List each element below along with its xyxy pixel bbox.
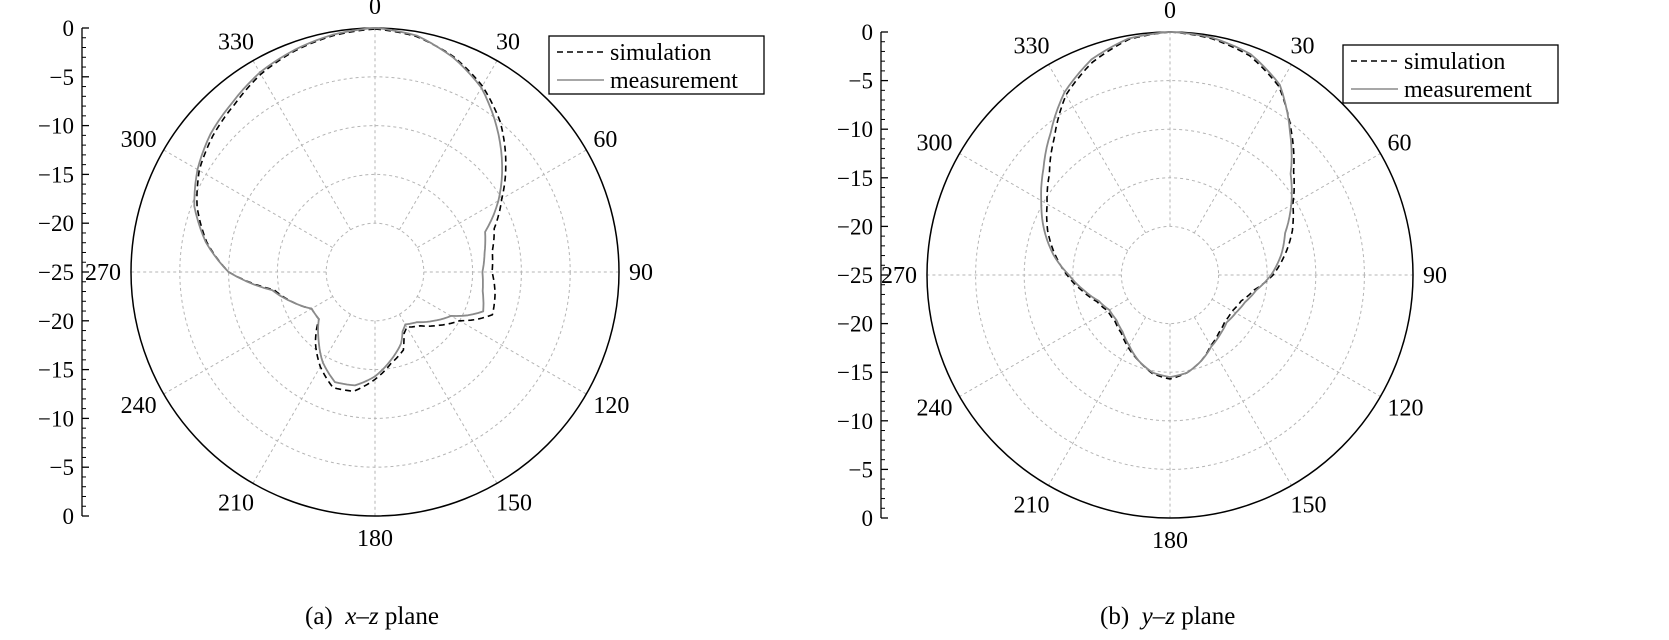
figure-canvas: 03060901201501802102402703003300−5−10−15… <box>38 0 1559 554</box>
series-measurement <box>1040 31 1293 379</box>
grid-spoke <box>398 314 498 484</box>
grid-ring <box>325 222 425 322</box>
radial-scale-label: −20 <box>38 309 74 334</box>
angle-label: 60 <box>593 127 617 153</box>
angle-label: 210 <box>1014 492 1050 518</box>
radial-scale-label: 0 <box>63 16 75 41</box>
radial-scale-label: −20 <box>837 214 873 239</box>
grid-spoke <box>398 60 498 230</box>
radial-scale-label: −15 <box>38 358 74 383</box>
radial-scale-label: −5 <box>50 65 74 90</box>
radial-scale-label: −10 <box>38 114 74 139</box>
grid-spoke <box>252 314 352 484</box>
angle-label: 300 <box>121 127 157 153</box>
angle-label: 0 <box>369 0 381 20</box>
angle-label: 120 <box>593 393 629 419</box>
angle-label: 30 <box>1291 34 1315 60</box>
grid-spoke <box>1048 316 1147 486</box>
grid-ring <box>1120 225 1220 325</box>
series-measurement <box>193 27 504 387</box>
angle-label: 0 <box>1164 0 1176 24</box>
radial-scale-label: 0 <box>862 20 874 45</box>
grid-spoke <box>163 295 333 395</box>
radial-scale-label: −15 <box>837 360 873 385</box>
angle-label: 30 <box>496 30 520 56</box>
caption-xz-plane: (a) x–z plane <box>305 603 439 631</box>
radial-scale-label: −5 <box>849 457 873 482</box>
series-simulation <box>196 28 507 393</box>
radial-scale-label: −25 <box>38 260 74 285</box>
series-simulation <box>1045 31 1295 380</box>
grid-spoke <box>417 295 587 395</box>
angle-label: 270 <box>85 260 121 286</box>
angle-label: 270 <box>881 263 917 289</box>
caption-tag: (b) <box>1100 603 1130 630</box>
polar-plot-yz-plane: 0 30 60 90 120 150 180 210 240 270 300 330 0 −5 −10 −15… <box>837 0 1559 554</box>
legend-label: simulation <box>610 40 711 66</box>
angle-label: 330 <box>218 30 254 56</box>
angle-label: 240 <box>917 396 953 422</box>
radial-scale-label: 0 <box>63 504 75 529</box>
angle-label: 210 <box>218 490 254 516</box>
caption-yz-plane: (b) y–z plane <box>1100 603 1235 631</box>
grid-spoke <box>1193 64 1292 234</box>
radial-scale-label: −10 <box>38 406 74 431</box>
caption-suffix: plane <box>1181 603 1236 630</box>
polar-plot-xz-plane: 0 30 60 90 120 150 180 210 240 270 300 330 0 −5 −10 −15… <box>38 0 765 552</box>
angle-label: 90 <box>1423 263 1447 289</box>
grid-ring <box>975 80 1365 470</box>
grid-spoke <box>252 60 352 230</box>
angle-label: 150 <box>1291 492 1327 518</box>
legend-box <box>1342 44 1559 104</box>
radial-scale-label: −10 <box>837 117 873 142</box>
grid-spoke <box>1193 316 1292 486</box>
radial-scale-label: −10 <box>837 409 873 434</box>
radial-scale-label: −5 <box>50 455 74 480</box>
angle-label: 150 <box>496 490 532 516</box>
caption-plane: x–z <box>345 603 379 630</box>
caption-plane: y–z <box>1141 603 1175 630</box>
legend-box <box>548 35 765 95</box>
grid-spoke <box>1211 298 1381 397</box>
angle-label: 180 <box>357 526 393 552</box>
radial-scale-label: −20 <box>837 312 873 337</box>
grid-ring <box>228 125 522 419</box>
caption-suffix: plane <box>384 603 439 630</box>
angle-label: 330 <box>1014 34 1050 60</box>
grid-spoke <box>1048 64 1147 234</box>
grid-spoke <box>163 149 333 249</box>
radial-scale-label: 0 <box>862 506 874 531</box>
angle-label: 240 <box>121 393 157 419</box>
legend-label: simulation <box>1404 49 1505 75</box>
angle-label: 60 <box>1387 131 1411 157</box>
legend-label: measurement <box>610 68 738 94</box>
grid-spoke <box>959 153 1129 252</box>
caption-tag: (a) <box>305 603 333 630</box>
radial-scale-label: −5 <box>849 69 873 94</box>
radial-scale-label: −15 <box>38 162 74 187</box>
legend-label: measurement <box>1404 77 1532 103</box>
angle-label: 180 <box>1152 528 1188 554</box>
angle-label: 120 <box>1387 396 1423 422</box>
radial-scale-label: −25 <box>837 263 873 288</box>
radial-scale-label: −15 <box>837 166 873 191</box>
grid-ring <box>179 76 571 468</box>
angle-label: 300 <box>917 131 953 157</box>
grid-spoke <box>959 298 1129 397</box>
angle-label: 90 <box>629 260 653 286</box>
radial-scale-label: −20 <box>38 211 74 236</box>
grid-spoke <box>1211 153 1381 252</box>
